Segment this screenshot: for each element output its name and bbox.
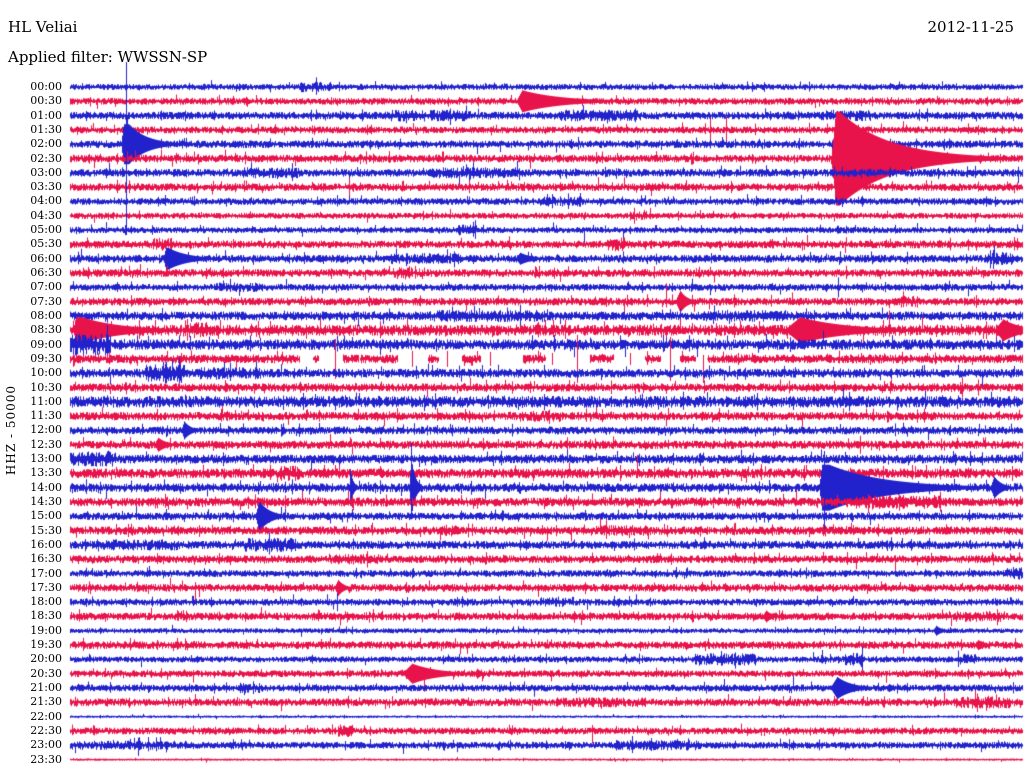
time-label: 02:00 xyxy=(30,137,62,151)
time-label: 21:00 xyxy=(30,681,62,695)
time-label: 07:30 xyxy=(30,294,62,308)
time-label: 22:30 xyxy=(30,723,62,737)
time-label: 17:30 xyxy=(30,580,62,594)
time-label: 23:00 xyxy=(30,738,62,752)
time-label: 02:30 xyxy=(30,151,62,165)
time-label: 18:00 xyxy=(30,595,62,609)
report-date: 2012-11-25 xyxy=(927,18,1014,36)
time-label: 19:30 xyxy=(30,638,62,652)
time-label: 15:30 xyxy=(30,523,62,537)
time-label: 00:00 xyxy=(30,80,62,93)
time-label: 21:30 xyxy=(30,695,62,709)
time-label: 20:00 xyxy=(30,652,62,666)
time-label: 15:00 xyxy=(30,509,62,523)
time-label: 06:00 xyxy=(30,251,62,265)
time-label: 18:30 xyxy=(30,609,62,623)
time-label: 11:30 xyxy=(30,409,62,423)
time-label: 08:30 xyxy=(30,323,62,337)
time-label: 17:00 xyxy=(30,566,62,580)
time-label: 04:00 xyxy=(30,194,62,208)
time-label: 06:30 xyxy=(30,266,62,280)
time-label: 04:30 xyxy=(30,208,62,222)
time-label: 16:30 xyxy=(30,552,62,566)
time-label: 14:30 xyxy=(30,494,62,508)
time-label: 05:30 xyxy=(30,237,62,251)
time-label: 12:30 xyxy=(30,437,62,451)
time-label: 13:30 xyxy=(30,466,62,480)
time-label: 16:00 xyxy=(30,537,62,551)
filter-label: Applied filter: WWSSN-SP xyxy=(8,48,208,66)
time-label: 09:00 xyxy=(30,337,62,351)
time-label: 05:00 xyxy=(30,223,62,237)
time-label: 01:00 xyxy=(30,108,62,122)
time-label: 20:30 xyxy=(30,666,62,680)
time-label: 14:00 xyxy=(30,480,62,494)
time-label: 00:30 xyxy=(30,94,62,108)
time-label: 07:00 xyxy=(30,280,62,294)
time-label: 09:30 xyxy=(30,351,62,365)
time-label: 12:00 xyxy=(30,423,62,437)
station-title: HL Veliai xyxy=(8,18,78,36)
time-label: 13:00 xyxy=(30,452,62,466)
time-label: 08:00 xyxy=(30,308,62,322)
time-label: 19:00 xyxy=(30,623,62,637)
time-label: 10:30 xyxy=(30,380,62,394)
time-label: 22:00 xyxy=(30,709,62,723)
time-label: 11:00 xyxy=(30,394,62,408)
time-label: 03:00 xyxy=(30,165,62,179)
time-label: 10:00 xyxy=(30,366,62,380)
time-label: 03:30 xyxy=(30,180,62,194)
time-label: 23:30 xyxy=(30,752,62,766)
time-label: 01:30 xyxy=(30,122,62,136)
